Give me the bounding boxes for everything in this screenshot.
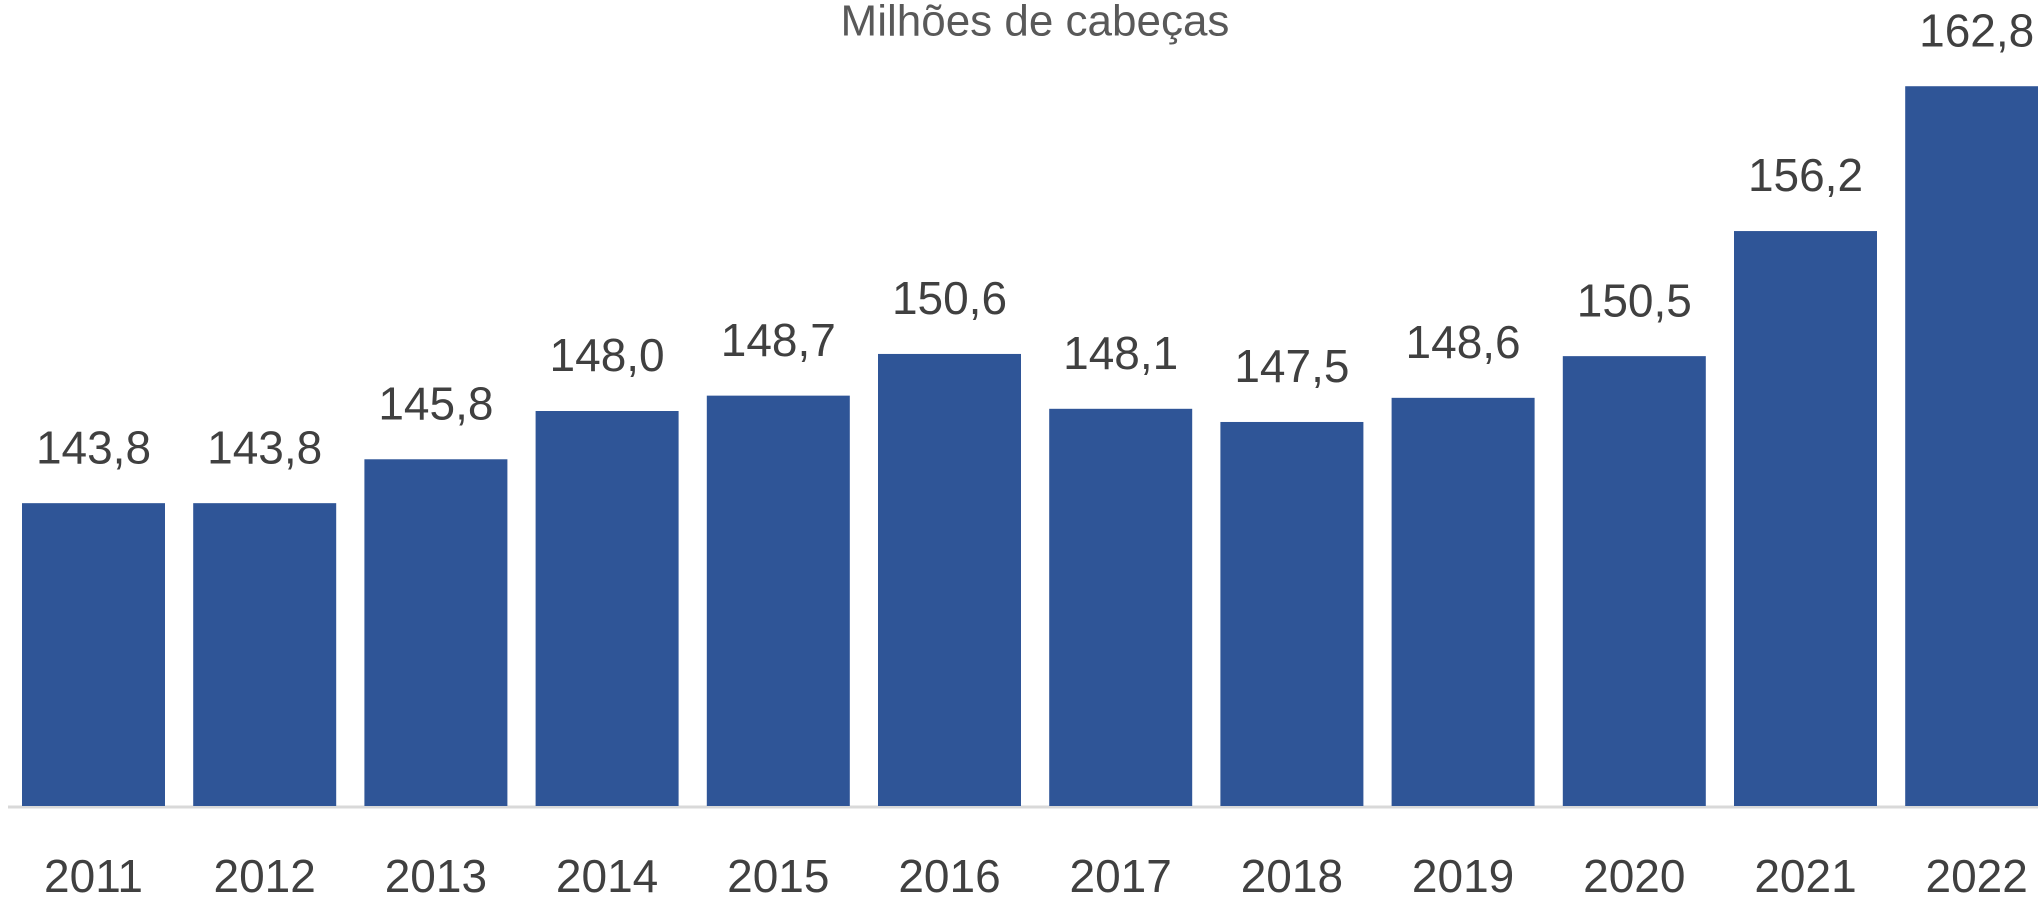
data-label: 148,0: [550, 329, 665, 381]
data-label: 150,5: [1577, 274, 1692, 326]
x-tick-label: 2016: [898, 850, 1000, 901]
data-label: 147,5: [1234, 340, 1349, 392]
x-tick-label: 2011: [44, 850, 143, 901]
bar: [1049, 408, 1193, 806]
bar: [193, 503, 337, 806]
data-label: 150,6: [892, 272, 1007, 324]
bar: [1391, 397, 1535, 806]
x-tick-label: 2019: [1412, 850, 1514, 901]
data-label: 162,8: [1919, 4, 2034, 56]
x-tick-label: 2022: [1926, 850, 2028, 901]
x-tick-label: 2020: [1583, 850, 1685, 901]
data-label: 148,6: [1406, 316, 1521, 368]
data-label: 148,7: [721, 314, 836, 366]
x-tick-label: 2021: [1754, 850, 1856, 901]
data-label: 156,2: [1748, 149, 1863, 201]
bar: [706, 395, 850, 806]
chart-title: Milhões de cabeças: [841, 0, 1230, 46]
bar: [1905, 86, 2038, 806]
x-tick-label: 2013: [385, 850, 487, 901]
bar: [1734, 231, 1877, 807]
bar: [364, 459, 508, 806]
data-label: 143,8: [207, 421, 322, 473]
x-tick-label: 2014: [556, 850, 658, 901]
data-label: 148,1: [1063, 327, 1178, 379]
x-tick-label: 2018: [1241, 850, 1343, 901]
x-tick-label: 2015: [727, 850, 829, 901]
data-label: 145,8: [378, 377, 493, 429]
bar: [22, 503, 165, 806]
data-label: 143,8: [36, 421, 151, 473]
bar: [878, 353, 1021, 806]
x-tick-label: 2017: [1070, 850, 1172, 901]
bar: [1562, 356, 1706, 806]
bar: [535, 411, 679, 806]
bar: [1220, 421, 1364, 806]
x-tick-label: 2012: [214, 850, 316, 901]
